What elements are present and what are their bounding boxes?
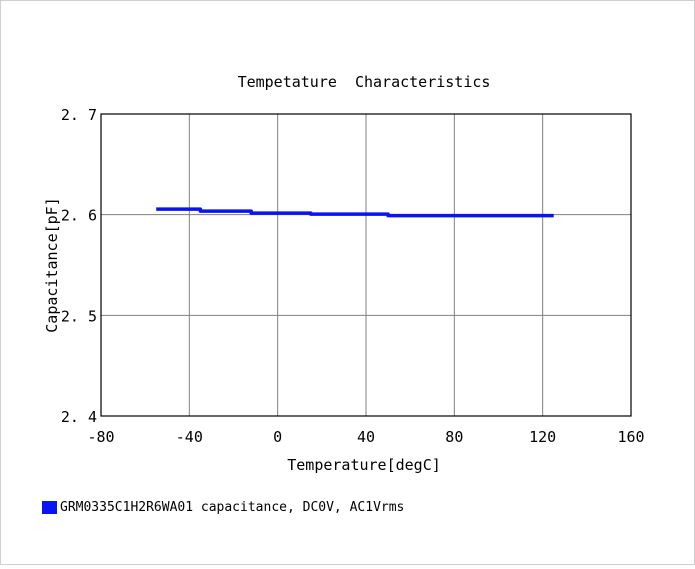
y-tick-label: 2. 5 [61, 307, 97, 325]
y-tick-label: 2. 7 [61, 106, 97, 124]
legend-label: GRM0335C1H2R6WA01 capacitance, DC0V, AC1… [60, 500, 405, 515]
x-tick-label: 0 [273, 428, 282, 446]
legend-swatch [42, 501, 57, 514]
x-tick-label: 80 [445, 428, 463, 446]
x-tick-label: -80 [87, 428, 114, 446]
y-tick-label: 2. 6 [61, 207, 97, 225]
legend: GRM0335C1H2R6WA01 capacitance, DC0V, AC1… [42, 500, 404, 515]
x-tick-label: 40 [357, 428, 375, 446]
x-axis-label: Temperature[degC] [287, 456, 441, 474]
x-tick-label: -40 [176, 428, 203, 446]
y-axis-label: Capacitance[pF] [43, 197, 61, 332]
x-tick-label: 120 [529, 428, 556, 446]
series-line [156, 207, 554, 218]
chart-title: Tempetature Characteristics [238, 73, 491, 91]
x-tick-label: 160 [617, 428, 644, 446]
y-tick-label: 2. 4 [61, 408, 97, 426]
plot-area [100, 113, 632, 417]
